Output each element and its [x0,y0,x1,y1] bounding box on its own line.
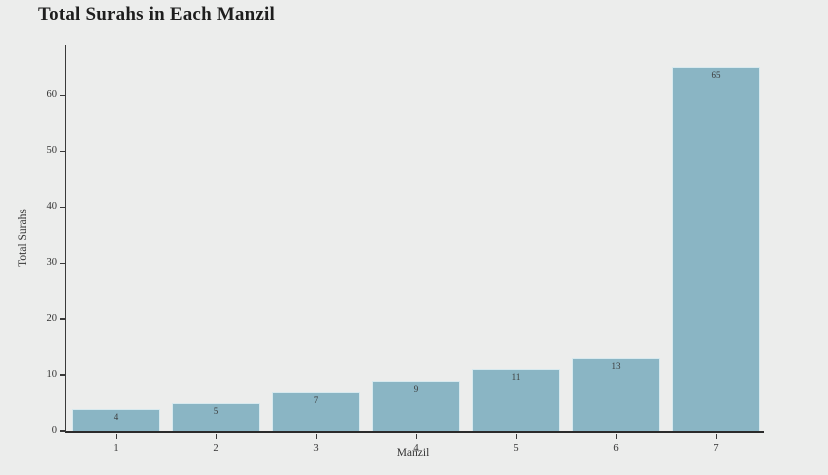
x-tick-label: 7 [713,443,719,454]
x-tick-mark [415,434,417,439]
y-tick-mark [60,206,65,208]
x-tick-mark [115,434,117,439]
x-tick-label: 5 [513,443,519,454]
bar-value-label: 65 [711,70,721,81]
bar-value-label: 7 [313,394,319,405]
y-tick-mark [60,374,65,376]
plot-area: 0 10 20 30 40 50 60 4 1 5 2 7 3 9 4 11 5 13 6 65 7 [47,45,764,454]
bar-value-label: 4 [113,411,119,422]
y-tick-label: 10 [46,369,58,381]
x-tick-mark [315,434,317,439]
y-tick-label: 40 [46,201,58,213]
bar: 5 [172,403,260,431]
bar: 9 [372,380,460,431]
bar-value-label: 11 [511,372,521,383]
y-tick-mark [60,318,65,320]
bar: 7 [272,391,360,431]
x-tick-label: 4 [413,443,419,454]
y-tick-mark [60,94,65,96]
bar: 13 [572,358,660,431]
x-tick-label: 2 [213,443,219,454]
bar: 4 [72,408,160,431]
y-tick-mark [60,430,65,432]
x-tick-label: 1 [113,443,119,454]
x-tick-mark [215,434,217,439]
bar: 11 [472,369,560,431]
x-tick-label: 6 [613,443,619,454]
bar-value-label: 5 [213,406,219,417]
y-tick-label: 50 [46,145,58,157]
bar-value-label: 13 [611,361,621,372]
y-tick-mark [60,150,65,152]
y-axis-title: Total Surahs [17,209,29,267]
x-tick-mark [615,434,617,439]
y-tick-label: 0 [51,425,57,436]
x-tick-mark [715,434,717,439]
x-tick-label: 3 [313,443,319,454]
chart-title: Total Surahs in Each Manzil [38,4,275,25]
x-axis-title: Manzil [396,447,430,459]
y-tick-label: 20 [46,313,58,325]
y-tick-mark [60,262,65,264]
y-tick-label: 60 [46,89,58,101]
x-tick-mark [515,434,517,439]
y-tick-label: 30 [46,257,58,269]
bar-value-label: 9 [413,383,419,394]
bar: 65 [672,67,760,431]
